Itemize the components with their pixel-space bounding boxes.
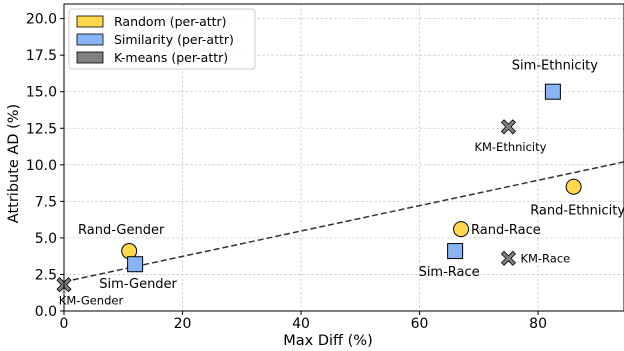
km-ethnicity-marker (501, 120, 515, 134)
legend-swatch (77, 16, 103, 27)
legend: Random (per-attr) Similarity (per-attr) K-… (69, 9, 255, 69)
y-tick-label: 5.0 (35, 231, 57, 247)
y-tick-label: 0.0 (35, 304, 57, 320)
points-layer (57, 84, 581, 291)
y-tick-label: 7.5 (35, 194, 57, 210)
x-tick-label: 0 (60, 316, 69, 332)
sim-race-marker (448, 244, 463, 259)
y-axis-label: Attribute AD (%) (6, 104, 22, 223)
legend-entry-label: Random (per-attr) (114, 14, 227, 29)
km-ethnicity-label: KM-Ethnicity (474, 140, 546, 154)
x-axis-label: Max Diff (%) (283, 333, 372, 349)
x-tick-label: 80 (529, 316, 547, 332)
legend-entry-label: K-means (per-attr) (114, 50, 228, 65)
legend-entry-label: Similarity (per-attr) (114, 32, 234, 47)
x-tick-label: 40 (292, 316, 310, 332)
sim-ethnicity-label: Sim-Ethnicity (512, 59, 598, 74)
y-tick-label: 20.0 (26, 12, 57, 28)
x-tick-label: 20 (174, 316, 192, 332)
x-tick-label: 60 (411, 316, 429, 332)
rand-ethnicity-label: Rand-Ethnicity (530, 204, 624, 219)
y-tick-label: 2.5 (35, 267, 57, 283)
km-race-label: KM-Race (520, 251, 570, 265)
km-gender-label: KM-Gender (59, 294, 124, 308)
rand-race-label: Rand-Race (471, 223, 541, 238)
km-race-marker (501, 251, 515, 265)
y-tick-label: 10.0 (26, 158, 57, 174)
y-tick-label: 15.0 (26, 85, 57, 101)
sim-gender-marker (128, 257, 143, 272)
y-tick-label: 17.5 (26, 48, 57, 64)
rand-ethnicity-marker (566, 179, 581, 194)
legend-swatch (77, 34, 103, 45)
rand-race-marker (454, 222, 469, 237)
sim-race-label: Sim-Race (419, 265, 480, 280)
y-tick-label: 12.5 (26, 121, 57, 137)
point-labels-layer: Rand-Gender Rand-Race Rand-Ethnicity Sim-Ge… (59, 59, 624, 308)
sim-ethnicity-marker (545, 84, 560, 99)
legend-swatch (77, 52, 103, 63)
rand-gender-label: Rand-Gender (78, 223, 165, 238)
sim-gender-label: Sim-Gender (99, 277, 177, 292)
